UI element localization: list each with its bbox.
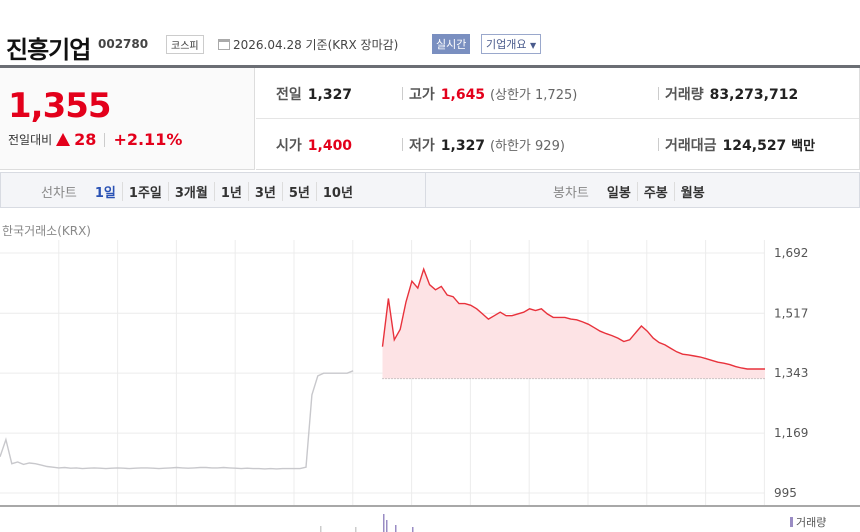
prev-close: 전일 1,327 — [276, 84, 352, 104]
prev-close-value: 1,327 — [307, 87, 353, 103]
trade-value-label: 거래대금 — [665, 138, 717, 154]
change-amount: 28 — [74, 130, 97, 149]
low-label: 저가 — [409, 138, 435, 154]
calendar-icon — [218, 39, 230, 50]
volume-legend: 거래량 — [790, 514, 826, 530]
tab-일봉[interactable]: 일봉 — [606, 186, 631, 201]
candle-chart-label: 봉차트 — [553, 186, 589, 201]
price-panel — [0, 68, 255, 170]
y-tick-label: 1,343 — [774, 366, 808, 380]
open-price: 시가 1,400 — [276, 135, 352, 155]
realtime-button[interactable]: 실시간 — [432, 34, 471, 54]
tab-월봉[interactable]: 월봉 — [673, 182, 711, 201]
market-badge: 코스피 — [166, 35, 204, 54]
tab-divider — [425, 173, 426, 207]
date-text: 2026.04.28 기준(KRX 장마감) — [233, 38, 399, 52]
high-price: 고가 1,645 (상한가 1,725) — [402, 84, 577, 104]
tab-3개월[interactable]: 3개월 — [167, 182, 214, 201]
volume-label: 거래량 — [665, 87, 704, 103]
trade-value-unit: 백만 — [791, 139, 816, 154]
open-value: 1,400 — [307, 138, 353, 154]
chevron-down-icon: ▼ — [529, 41, 537, 50]
high-label: 고가 — [409, 87, 435, 103]
chart-period-tabs: 선차트 1일 1주일 3개월 1년 3년 5년 10년 봉차트 일봉 주봉 월봉 — [0, 172, 860, 208]
prev-price-line — [0, 370, 354, 470]
high-value: 1,645 — [440, 87, 486, 103]
volume-bar — [355, 527, 357, 532]
quote-details: 전일 1,327 고가 1,645 (상한가 1,725) 거래량 83,273,71… — [256, 68, 860, 170]
tab-3년[interactable]: 3년 — [247, 182, 282, 201]
change-percent: +2.11% — [113, 130, 183, 149]
volume-bar — [383, 514, 385, 532]
volume-bar — [395, 525, 397, 532]
current-price: 1,355 — [8, 86, 112, 126]
open-label: 시가 — [276, 138, 302, 154]
low-value: 1,327 — [440, 138, 486, 154]
low-price: 저가 1,327 (하한가 929) — [402, 135, 565, 155]
upper-limit: (상한가 1,725) — [489, 88, 578, 103]
volume-bar — [320, 526, 322, 532]
volume-value: 83,273,712 — [709, 87, 799, 103]
prev-close-label: 전일 — [276, 87, 302, 103]
company-overview-dropdown[interactable]: 기업개요 ▼ — [481, 34, 542, 54]
tab-1일[interactable]: 1일 — [94, 186, 116, 201]
volume-legend-marker — [790, 517, 793, 527]
tab-5년[interactable]: 5년 — [281, 182, 316, 201]
tab-주봉[interactable]: 주봉 — [636, 182, 674, 201]
overview-label: 기업개요 — [486, 38, 527, 51]
y-tick-label: 1,692 — [774, 246, 808, 260]
up-triangle-icon — [56, 133, 71, 146]
lower-limit: (하한가 929) — [489, 139, 565, 154]
volume: 거래량 83,273,712 — [658, 84, 798, 104]
price-area-fill — [382, 269, 765, 379]
trade-value: 거래대금 124,527 백만 — [658, 135, 815, 155]
chart-source: 한국거래소(KRX) — [2, 224, 91, 238]
volume-chart — [0, 505, 860, 532]
y-tick-label: 995 — [774, 486, 797, 500]
stock-name: 진흥기업 — [6, 36, 91, 64]
stock-code: 002780 — [98, 37, 149, 51]
price-change: 전일대비 28 +2.11% — [8, 130, 182, 149]
y-tick-label: 1,517 — [774, 306, 808, 320]
price-line — [381, 267, 765, 370]
tab-1주일[interactable]: 1주일 — [121, 182, 168, 201]
price-chart: 1,692 1,517 1,343 1,169 995 — [0, 240, 808, 532]
trade-value-amount: 124,527 — [722, 138, 787, 154]
y-tick-label: 1,169 — [774, 426, 808, 440]
tab-1년[interactable]: 1년 — [213, 182, 248, 201]
volume-bar — [412, 527, 414, 532]
change-label: 전일대비 — [8, 133, 53, 147]
date-info: 2026.04.28 기준(KRX 장마감) — [218, 36, 398, 53]
divider — [0, 65, 860, 68]
volume-bar — [386, 520, 388, 532]
separator — [104, 132, 106, 147]
line-chart-label: 선차트 — [41, 186, 77, 201]
tab-10년[interactable]: 10년 — [315, 182, 359, 201]
volume-legend-label: 거래량 — [796, 516, 827, 529]
